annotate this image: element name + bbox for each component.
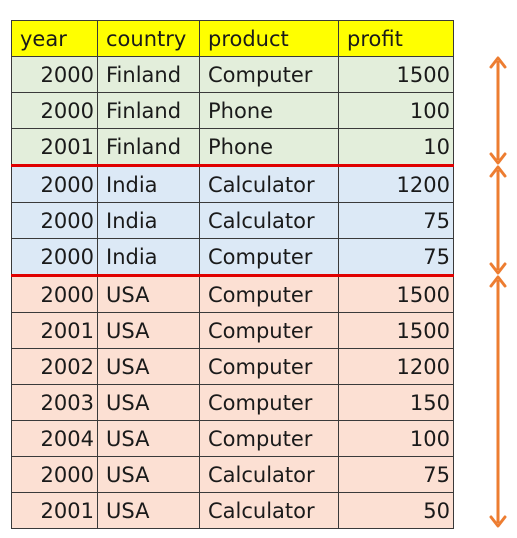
cell-country: Finland [97, 92, 200, 129]
cell-country: USA [97, 492, 200, 529]
cell-country: Finland [97, 56, 200, 93]
table-row: 2000 USA Calculator 75 [11, 456, 454, 493]
cell-profit: 75 [338, 456, 454, 493]
cell-year: 2001 [11, 128, 98, 167]
cell-country: USA [97, 420, 200, 457]
cell-product: Computer [199, 348, 339, 385]
table-row: 2002 USA Computer 1200 [11, 348, 454, 385]
header-row: year country product profit [11, 20, 454, 57]
cell-country: USA [97, 456, 200, 493]
table-body: 2000 Finland Computer 1500 2000 Finland Phone 1… [11, 56, 454, 529]
double-arrow-india-icon [489, 165, 507, 275]
cell-profit: 50 [338, 492, 454, 529]
double-arrow-usa-icon [489, 275, 507, 528]
table-row: 2000 Finland Phone 100 [11, 92, 454, 129]
cell-profit: 75 [338, 202, 454, 239]
cell-profit: 100 [338, 92, 454, 129]
cell-profit: 150 [338, 384, 454, 421]
cell-profit: 10 [338, 128, 454, 167]
cell-product: Computer [199, 275, 339, 313]
header-year: year [11, 20, 98, 57]
cell-year: 2001 [11, 312, 98, 349]
cell-product: Computer [199, 238, 339, 277]
cell-country: India [97, 165, 200, 203]
cell-profit: 75 [338, 238, 454, 277]
cell-country: USA [97, 348, 200, 385]
table-row: 2001 USA Calculator 50 [11, 492, 454, 529]
cell-product: Calculator [199, 202, 339, 239]
table-row: 2000 Finland Computer 1500 [11, 56, 454, 93]
cell-profit: 100 [338, 420, 454, 457]
cell-product: Computer [199, 384, 339, 421]
double-arrow-finland-icon [489, 56, 507, 165]
cell-year: 2002 [11, 348, 98, 385]
cell-year: 2001 [11, 492, 98, 529]
cell-year: 2000 [11, 275, 98, 313]
table-row: 2003 USA Computer 150 [11, 384, 454, 421]
cell-profit: 1500 [338, 275, 454, 313]
header-profit: profit [338, 20, 454, 57]
cell-product: Phone [199, 128, 339, 167]
table-row: 2000 India Computer 75 [11, 238, 454, 277]
cell-product: Computer [199, 312, 339, 349]
data-table: year country product profit 2000 Finland C… [11, 20, 454, 529]
table-row: 2000 USA Computer 1500 [11, 275, 454, 313]
cell-profit: 1200 [338, 348, 454, 385]
cell-product: Calculator [199, 165, 339, 203]
cell-country: USA [97, 312, 200, 349]
cell-profit: 1500 [338, 56, 454, 93]
cell-year: 2000 [11, 92, 98, 129]
cell-country: India [97, 238, 200, 277]
table-row: 2001 Finland Phone 10 [11, 128, 454, 167]
table-row: 2000 India Calculator 75 [11, 202, 454, 239]
cell-year: 2000 [11, 238, 98, 277]
cell-year: 2004 [11, 420, 98, 457]
table-row: 2000 India Calculator 1200 [11, 165, 454, 203]
cell-profit: 1200 [338, 165, 454, 203]
cell-product: Calculator [199, 456, 339, 493]
cell-country: USA [97, 275, 200, 313]
cell-product: Phone [199, 92, 339, 129]
cell-product: Computer [199, 56, 339, 93]
cell-year: 2000 [11, 202, 98, 239]
cell-product: Calculator [199, 492, 339, 529]
cell-country: USA [97, 384, 200, 421]
